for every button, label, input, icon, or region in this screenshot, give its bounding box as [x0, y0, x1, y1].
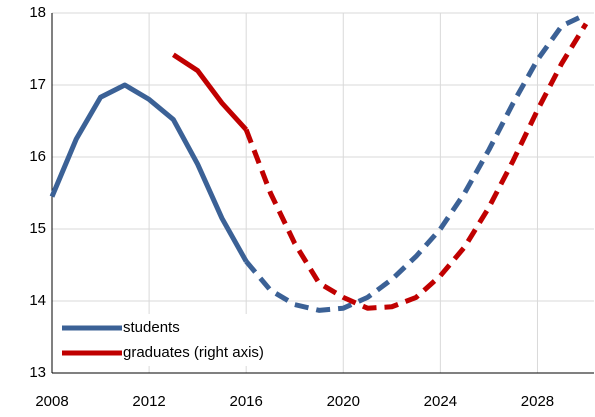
- y-tick-label: 14: [29, 292, 46, 309]
- series-line: [49, 82, 249, 263]
- x-tick-label: 2008: [35, 393, 68, 410]
- x-tick-label: 2028: [521, 393, 554, 410]
- y-tick-label: 17: [29, 76, 46, 93]
- y-tick-label: 16: [29, 148, 46, 165]
- x-tick-label: 2024: [424, 393, 457, 410]
- series-line: [243, 22, 589, 311]
- legend-box: [58, 314, 308, 366]
- x-tick-label: 2020: [327, 393, 360, 410]
- y-tick-label: 15: [29, 220, 46, 237]
- series-line: [171, 52, 249, 132]
- x-tick-label: 2016: [229, 393, 262, 410]
- legend-label: students: [123, 319, 180, 336]
- y-tick-label: 13: [29, 364, 46, 381]
- series-line: [244, 12, 588, 313]
- legend-label: graduates (right axis): [123, 344, 264, 361]
- x-tick-label: 2012: [132, 393, 165, 410]
- y-tick-label: 18: [29, 4, 46, 21]
